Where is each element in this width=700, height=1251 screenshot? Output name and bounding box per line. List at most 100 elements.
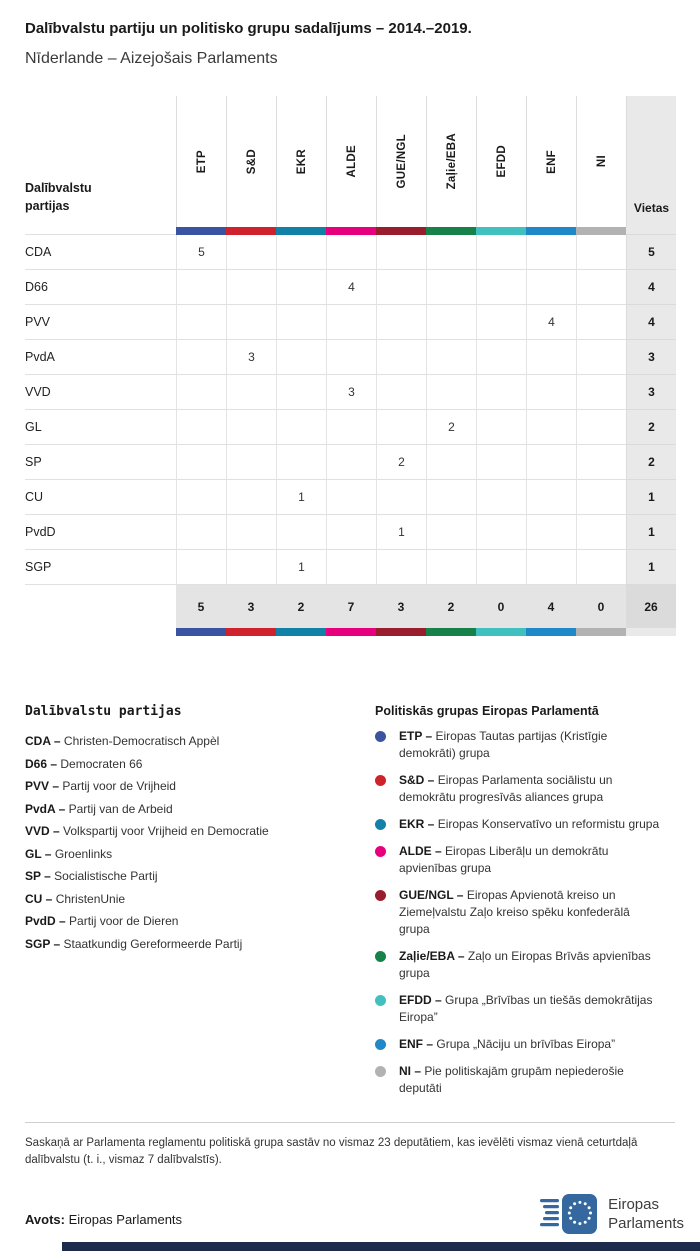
bar-spacer [25,227,176,235]
column-header: NI [576,96,626,227]
row-seats-total: 3 [626,340,676,375]
column-header: GUE/NGL [376,96,426,227]
list-item: PvdD – Partij voor de Dieren [25,914,179,928]
seat-cell [576,515,626,550]
group-color-bar [326,628,376,636]
legend-item: S&D – Eiropas Parlamenta sociālistu un d… [375,772,661,806]
list-item: PVV – Partij voor de Vrijheid [25,779,176,793]
seats-bar-spacer [626,227,676,235]
seat-cell: 2 [426,410,476,445]
group-color-bar [426,628,476,636]
seat-cell [276,305,326,340]
seat-cell [276,340,326,375]
seat-cell [476,480,526,515]
seat-cell [526,445,576,480]
group-color-dot [375,731,386,742]
seat-cell [176,340,226,375]
seat-cell [376,305,426,340]
group-color-bar [226,227,276,235]
group-total-cell: 0 [576,585,626,628]
seat-cell [526,235,576,270]
column-header: EFDD [476,96,526,227]
seats-column-header-label: Vietas [633,201,670,215]
legend-item: EKR – Eiropas Konservatīvo un reformistu… [375,816,661,833]
group-color-bar [276,227,326,235]
seat-cell [576,445,626,480]
seat-cell [176,270,226,305]
seat-cell [426,515,476,550]
party-name: PVV [25,305,176,340]
party-name: PvdA [25,340,176,375]
seat-cell [376,270,426,305]
column-header: EKR [276,96,326,227]
list-item: CU – ChristenUnie [25,891,126,906]
bottom-accent-bar [62,1242,700,1251]
list-item: D66 – Democraten 66 [25,756,143,771]
seat-cell [326,305,376,340]
source-text: Eiropas Parlaments [68,1212,183,1227]
column-header-label: EKR [295,148,308,175]
seat-cell [426,480,476,515]
seat-cell [276,515,326,550]
ep-logo-text: Eiropas Parlaments [608,1196,684,1232]
seat-cell [226,270,276,305]
legend-item: NI – Pie politiskajām grupām nepiederoši… [375,1063,661,1097]
group-color-dot [375,775,386,786]
seat-cell [226,305,276,340]
seat-cell [576,235,626,270]
group-total-cell: 0 [476,585,526,628]
group-legend-title: Politiskās grupas Eiropas Parlamentā [375,704,599,718]
seat-cell [526,340,576,375]
seat-cell: 5 [176,235,226,270]
seat-cell [176,550,226,585]
list-item: SP – Socialistische Partij [25,869,158,883]
party-name: GL [25,410,176,445]
list-item: SGP – Staatkundig Gereformeerde Partij [25,936,243,951]
seat-cell [476,235,526,270]
column-header-label: ENF [545,149,558,174]
group-color-dot [375,890,386,901]
seat-cell [526,270,576,305]
seat-cell [576,410,626,445]
group-total-cell: 4 [526,585,576,628]
seat-cell [276,235,326,270]
group-color-dot [375,995,386,1006]
group-color-bar [276,628,326,636]
party-name: SP [25,445,176,480]
group-color-dot [375,846,386,857]
seat-cell [526,410,576,445]
column-header-label: S&D [245,148,258,175]
source-line: Avots: Eiropas Parlaments [25,1212,182,1227]
column-header-label: EFDD [495,145,508,178]
column-header-label: ALDE [345,145,358,178]
seat-cell [176,375,226,410]
group-legend: Politiskās grupas Eiropas Parlamentā ETP… [375,704,675,1097]
seat-cell [426,375,476,410]
seat-cell [376,480,426,515]
ep-logo-icon [540,1194,598,1234]
seat-cell [576,375,626,410]
column-header: ALDE [326,96,376,227]
totals-row-spacer [25,585,176,628]
group-total-cell: 7 [326,585,376,628]
column-header: S&D [226,96,276,227]
column-header: ENF [526,96,576,227]
seat-cell [226,515,276,550]
bar-spacer [25,628,176,636]
group-total-cell: 2 [276,585,326,628]
group-color-dot [375,819,386,830]
seat-cell [576,305,626,340]
source-label: Avots: [25,1212,65,1227]
seat-cell [326,235,376,270]
seat-cell [276,410,326,445]
seat-cell: 4 [326,270,376,305]
group-color-bar [576,227,626,235]
group-total-cell: 5 [176,585,226,628]
group-color-dot [375,951,386,962]
list-item: VVD – Volkspartij voor Vrijheid en Democ… [25,824,269,838]
row-seats-total: 2 [626,410,676,445]
group-color-bar [176,628,226,636]
group-color-bar [376,227,426,235]
seat-cell [176,480,226,515]
